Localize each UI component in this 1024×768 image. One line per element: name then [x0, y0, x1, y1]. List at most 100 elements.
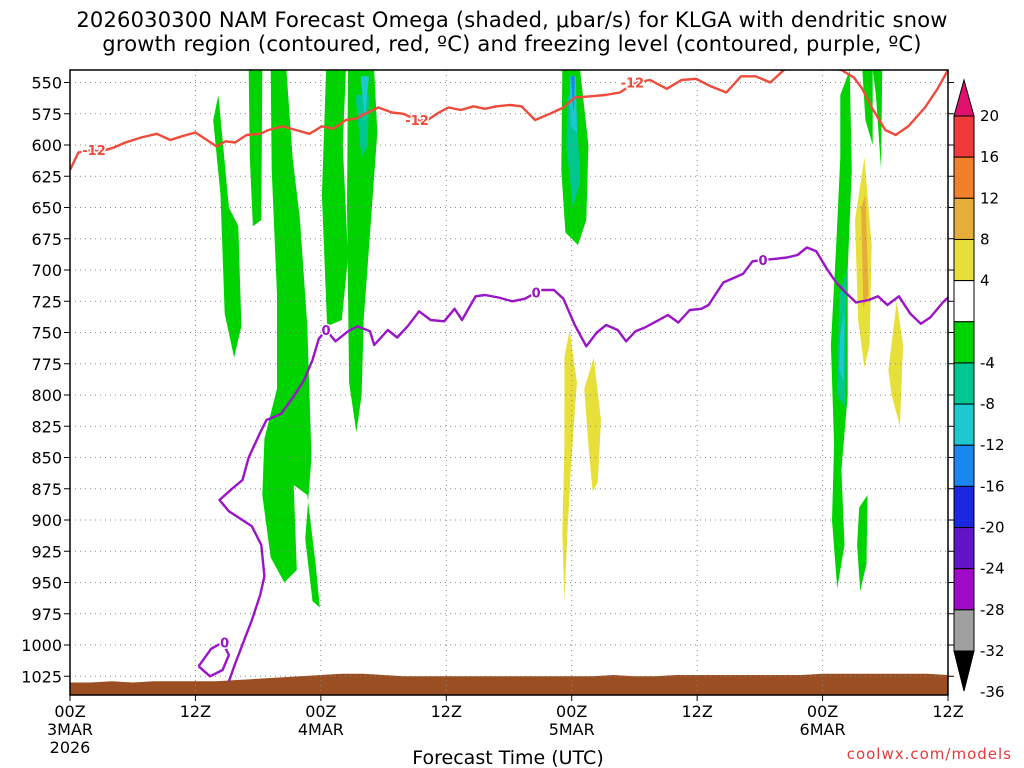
colorbar-label-7: -12 [980, 436, 1005, 454]
colorbar-bin-5 [953, 321, 975, 364]
ground-surface [70, 673, 948, 695]
omega-region-4 [347, 70, 378, 433]
colorbar-bin-11 [953, 568, 975, 611]
plot-frame [69, 69, 949, 696]
omega-region-17 [562, 330, 577, 602]
omega-region-2 [262, 70, 320, 608]
chart-title-line-1: 2026030300 NAM Forecast Omega (shaded, μ… [76, 8, 948, 32]
contour-lines: -12 -12 -12 0 0 0 0 [70, 70, 948, 682]
grid-lines [70, 70, 948, 695]
x-axis-label: Forecast Time (UTC) [412, 747, 603, 768]
colorbar-label-1: 16 [980, 148, 999, 166]
y-tick-label-750: 750 [31, 324, 62, 343]
x-tick-label-0: 00Z [54, 702, 85, 721]
y-tick-label-1025: 1025 [21, 667, 62, 686]
y-tick-label-925: 925 [31, 542, 62, 561]
contour-label-1: -12 [405, 114, 429, 129]
contour-line-0 [70, 70, 948, 171]
colorbar-label-0: 20 [980, 107, 999, 125]
y-tick-label-650: 650 [31, 199, 62, 218]
y-tick-label-575: 575 [31, 105, 62, 124]
plot-area [70, 70, 948, 695]
colorbar-bin-0 [953, 115, 975, 158]
contour-label-5: 0 [758, 254, 767, 269]
x-tick-label-24: 00Z [305, 702, 336, 721]
x-tick-label-72: 00Z [807, 702, 838, 721]
colorbar-bottom-arrow [953, 650, 975, 692]
colorbar-bin-4 [953, 280, 975, 323]
y-tick-label-700: 700 [31, 261, 62, 280]
ground-layer [70, 673, 948, 695]
colorbar-bin-3 [953, 238, 975, 282]
y-axis: 550 575 600 625 650 675 700 725 750 775 800 825 850 8… [21, 74, 954, 686]
y-tick-label-600: 600 [31, 136, 62, 155]
x-tick-label-60: 12Z [681, 702, 712, 721]
credit-text: coolwx.com/models [847, 745, 1012, 763]
omega-region-21 [861, 195, 869, 308]
y-tick-label-625: 625 [31, 167, 62, 186]
y-tick-label-675: 675 [31, 230, 62, 249]
y-tick-label-950: 950 [31, 574, 62, 593]
y-tick-label-1000: 1000 [21, 636, 62, 655]
omega-region-8 [857, 495, 868, 592]
colorbar-bin-7 [953, 403, 975, 446]
colorbar-label-5: -4 [980, 354, 995, 372]
x-tick-date-72: 6MAR [800, 720, 846, 739]
contour-label-4: 0 [532, 287, 541, 302]
colorbar-label-2: 12 [980, 189, 999, 207]
y-tick-label-975: 975 [31, 605, 62, 624]
colorbar-bin-10 [953, 527, 975, 570]
x-tick-date-48: 5MAR [549, 720, 595, 739]
contour-label-0: -12 [82, 144, 106, 159]
omega-shading [213, 70, 904, 608]
colorbar-bin-6 [953, 362, 975, 405]
x-tick-label-84: 12Z [932, 702, 963, 721]
omega-region-0 [213, 95, 242, 358]
x-tick-label-48: 00Z [556, 702, 587, 721]
y-tick-label-800: 800 [31, 386, 62, 405]
omega-region-13 [360, 76, 369, 120]
y-tick-label-825: 825 [31, 417, 62, 436]
colorbar-label-9: -20 [980, 519, 1005, 537]
colorbar-label-8: -16 [980, 477, 1005, 495]
colorbar: 20 16 12 8 4 -4 -8 -12 -16 -20 -24 -28 -32 -36 [953, 78, 1005, 701]
y-tick-label-850: 850 [31, 449, 62, 468]
chart-title-line-2: growth region (contoured, red, ºC) and f… [102, 32, 922, 56]
omega-region-3 [321, 70, 348, 327]
colorbar-label-12: -32 [980, 642, 1005, 660]
contour-label-6: 0 [220, 637, 229, 652]
colorbar-label-10: -24 [980, 560, 1005, 578]
x-tick-label-36: 12Z [431, 702, 462, 721]
x-tick-label-12: 12Z [180, 702, 211, 721]
colorbar-label-11: -28 [980, 601, 1005, 619]
x-tick-year-0: 2026 [50, 738, 91, 757]
omega-region-9 [872, 70, 883, 170]
colorbar-bin-9 [953, 485, 975, 529]
omega-region-7 [862, 70, 873, 145]
colorbar-bin-1 [953, 156, 975, 199]
y-tick-label-900: 900 [31, 511, 62, 530]
colorbar-label-6: -8 [980, 395, 995, 413]
x-tick-date-0: 3MAR [47, 720, 93, 739]
plot-border [69, 69, 949, 696]
colorbar-label-13: -36 [980, 683, 1005, 701]
y-tick-label-875: 875 [31, 480, 62, 499]
x-tick-date-24: 4MAR [298, 720, 344, 739]
contour-label-3: 0 [322, 324, 331, 339]
omega-region-15 [839, 313, 845, 383]
omega-region-1 [248, 70, 263, 227]
contour-label-2: -12 [621, 77, 645, 92]
colorbar-label-3: 8 [980, 230, 990, 248]
colorbar-bin-8 [953, 444, 975, 487]
colorbar-bin-2 [953, 197, 975, 240]
omega-region-18 [584, 357, 601, 492]
colorbar-bin-12 [953, 609, 975, 652]
plot-background [70, 70, 948, 695]
contour-line-1 [218, 246, 948, 682]
colorbar-label-4: 4 [980, 272, 990, 290]
y-tick-label-775: 775 [31, 355, 62, 374]
y-tick-label-725: 725 [31, 292, 62, 311]
y-tick-label-550: 550 [31, 74, 62, 93]
